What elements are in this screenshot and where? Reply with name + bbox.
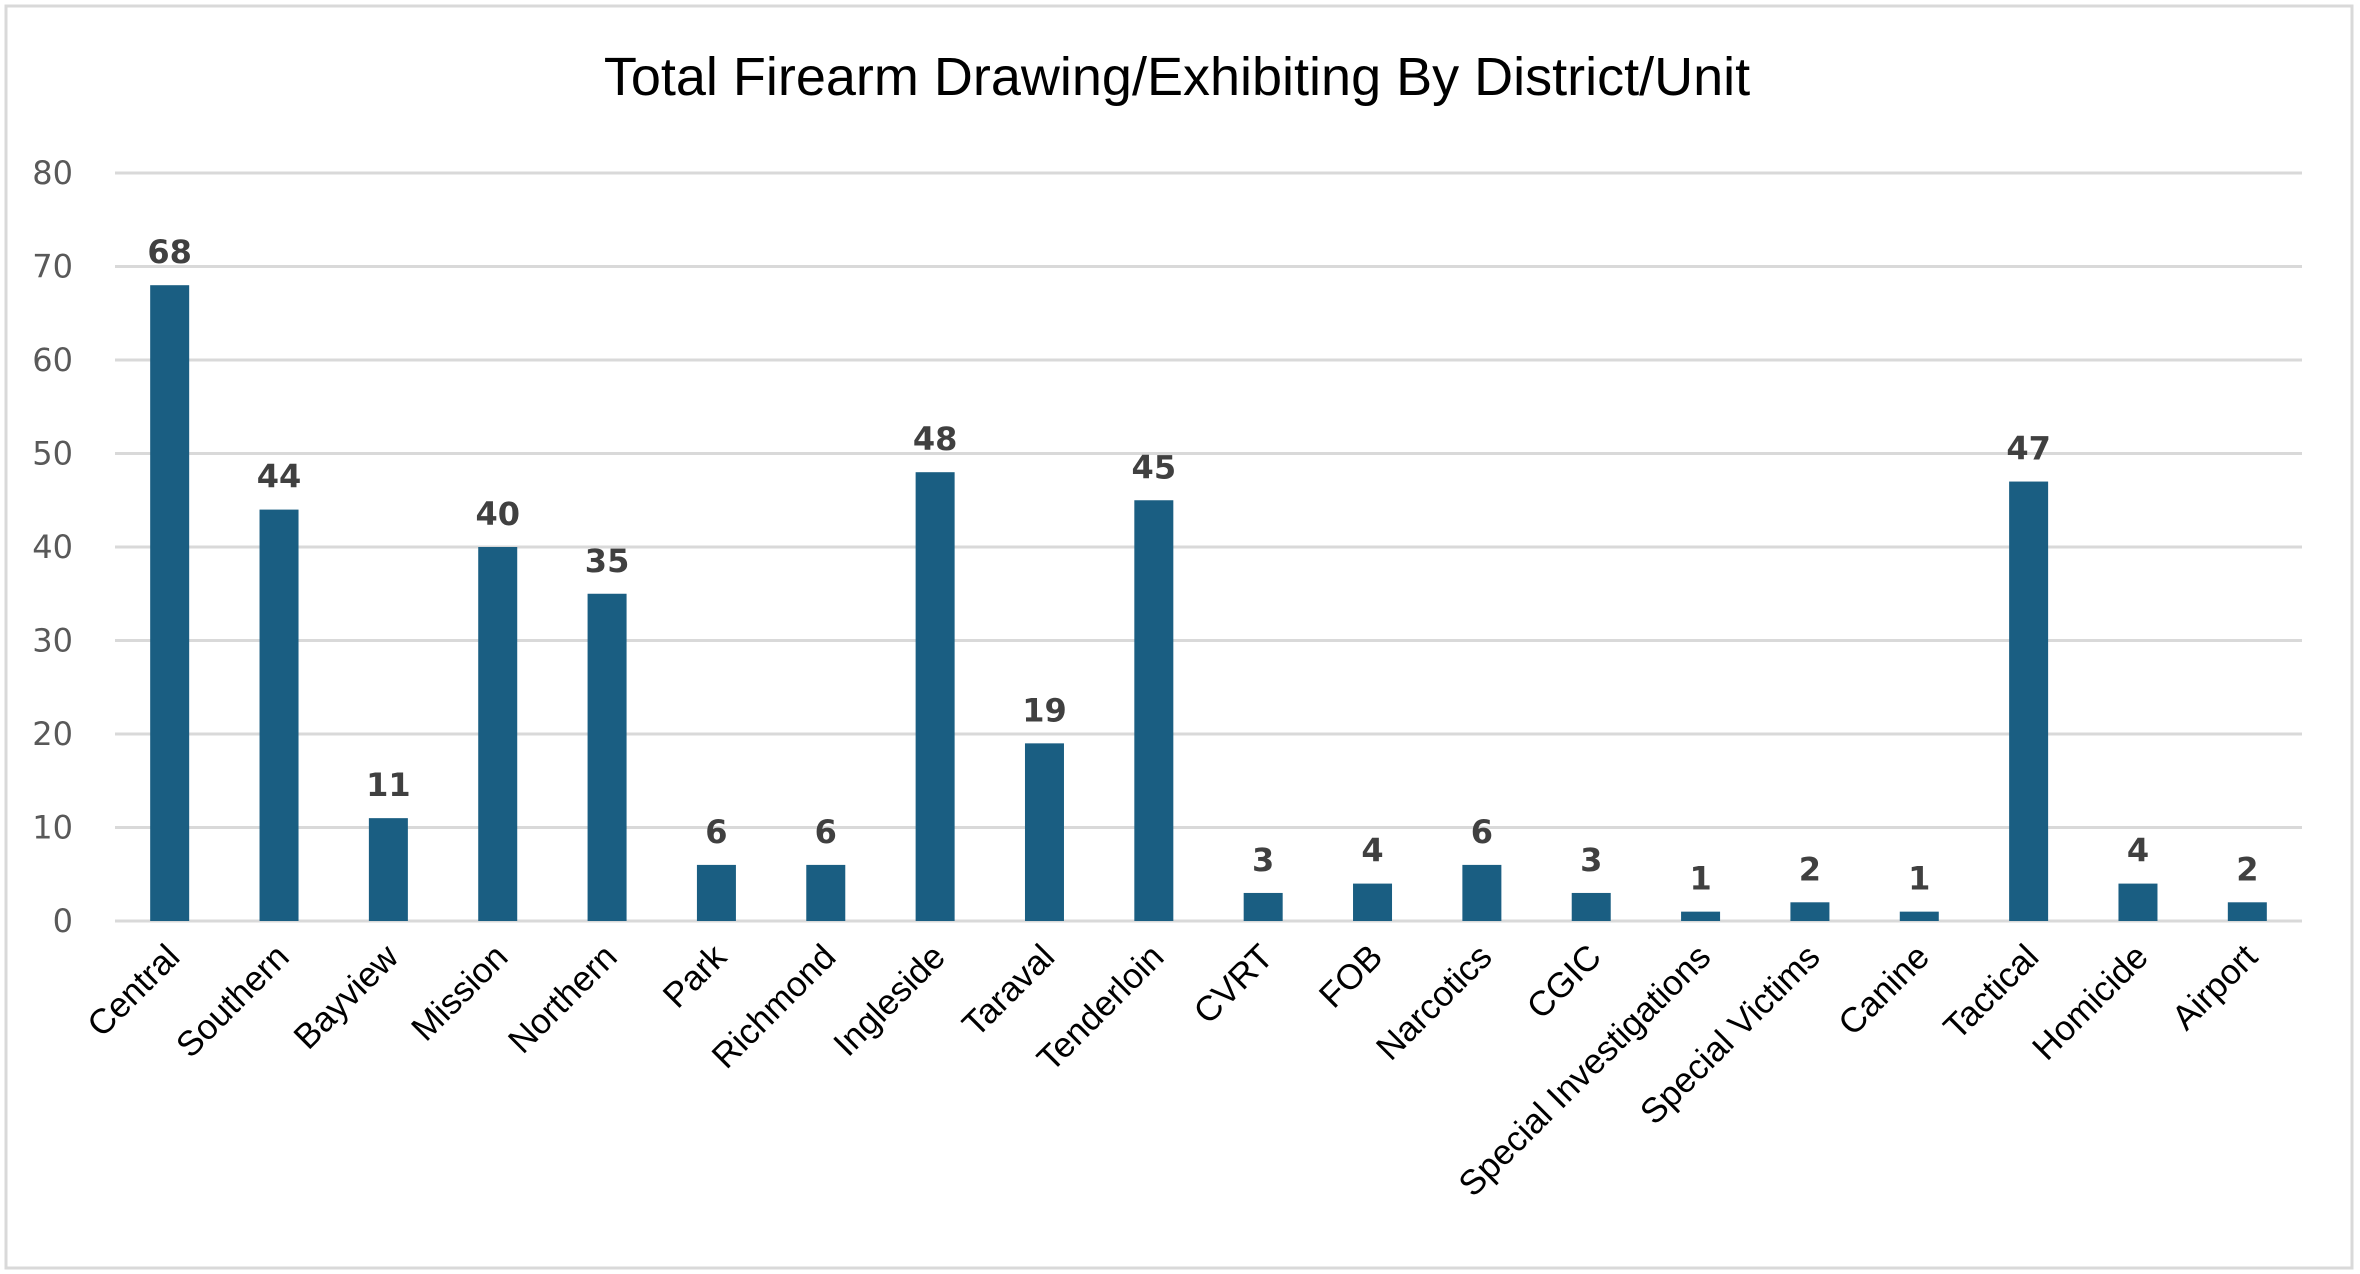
data-label: 4 [2127,832,2149,870]
bar-richmond [806,864,846,921]
bar-canine [1899,911,1939,921]
bar-special-victims [1790,902,1830,921]
bar-homicide [2118,883,2158,921]
data-label: 6 [705,813,727,851]
bar-tenderloin [1134,500,1174,921]
data-label: 3 [1580,841,1602,879]
bar-special-investigations [1681,911,1721,921]
data-label: 3 [1252,841,1274,879]
bar-mission [478,547,518,921]
data-labels: 68 44 11 40 35 6 6 48 19 45 3 4 6 3 1 2 1 47 4 2 [147,233,2258,897]
data-label: 6 [1471,813,1493,851]
y-tick-label: 50 [32,435,73,473]
bars [150,285,2267,921]
data-label: 47 [2006,430,2051,468]
y-tick-label: 70 [32,248,73,286]
data-label: 2 [2236,850,2258,888]
data-label: 11 [366,766,411,804]
y-tick-label: 60 [32,341,73,379]
data-label: 35 [585,542,630,580]
y-tick-label: 40 [32,528,73,566]
data-label: 2 [1799,850,1821,888]
data-label: 6 [815,813,837,851]
data-label: 68 [147,233,192,271]
data-label: 1 [1908,860,1930,898]
y-tick-label: 10 [32,809,73,847]
chart-border [4,4,2354,1270]
chart-title: Total Firearm Drawing/Exhibiting By Dist… [604,47,1750,107]
bar-airport [2227,902,2267,921]
y-tick-label: 30 [32,622,73,660]
bar-tactical [2009,481,2049,921]
data-label: 40 [475,495,520,533]
data-label: 45 [1132,448,1177,486]
y-tick-label: 80 [32,154,73,192]
bar-taraval [1024,743,1064,921]
data-label: 19 [1022,691,1067,729]
bar-cgic [1571,892,1611,921]
data-label: 4 [1361,832,1383,870]
bar-ingleside [915,472,955,921]
bar-narcotics [1462,864,1502,921]
data-label: 44 [257,458,302,496]
y-tick-label: 0 [53,902,73,940]
bar-southern [259,509,299,921]
bar-central [150,285,190,921]
bar-park [696,864,736,921]
data-label: 48 [913,420,958,458]
y-tick-label: 20 [32,715,73,753]
bar-cvrt [1243,892,1283,921]
y-axis-ticks: 0 10 20 30 40 50 60 70 80 [32,154,73,940]
bar-bayview [368,818,408,921]
bar-northern [587,593,627,921]
bar-fob [1353,883,1393,921]
data-label: 1 [1689,860,1711,898]
